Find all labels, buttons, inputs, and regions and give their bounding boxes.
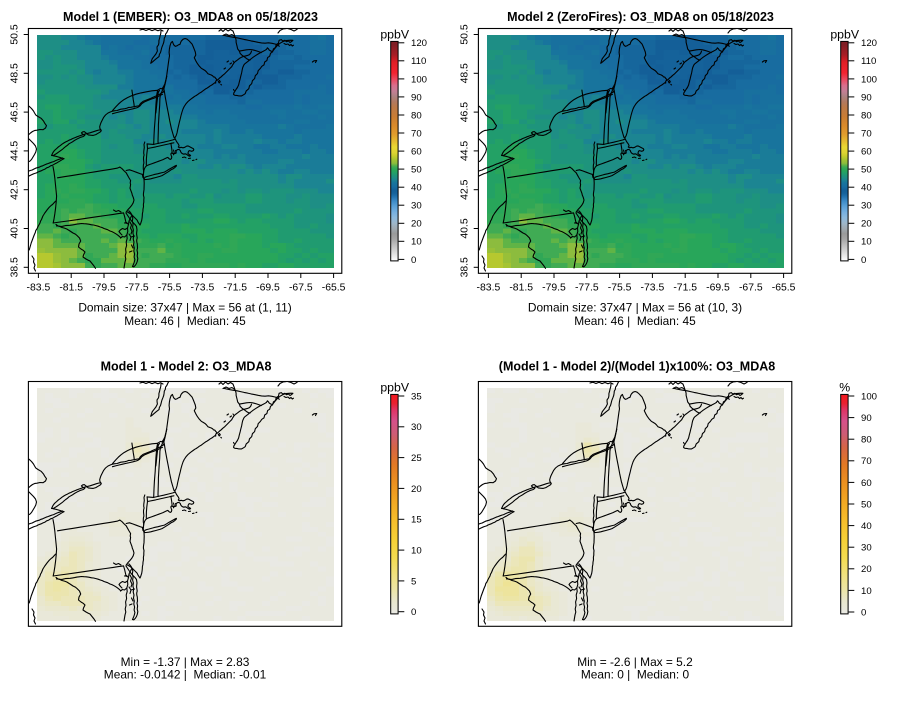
svg-text:60: 60 [861,147,872,158]
svg-text:-65.5: -65.5 [772,283,796,294]
svg-text:100: 100 [861,74,877,85]
svg-text:40: 40 [411,183,422,194]
svg-text:70: 70 [861,456,872,467]
svg-text:30: 30 [411,422,422,433]
svg-text:48.5: 48.5 [460,63,471,83]
svg-text:40.5: 40.5 [460,218,471,238]
svg-text:46.5: 46.5 [460,102,471,122]
svg-text:-81.5: -81.5 [509,283,533,294]
svg-text:70: 70 [861,128,872,139]
svg-text:42.5: 42.5 [460,179,471,199]
svg-text:-73.5: -73.5 [641,283,665,294]
svg-text:120: 120 [861,38,877,49]
svg-text:-69.5: -69.5 [706,283,730,294]
svg-text:30: 30 [411,201,422,212]
svg-text:110: 110 [861,56,876,67]
svg-text:40.5: 40.5 [10,218,21,238]
svg-text:10: 10 [411,546,422,557]
svg-text:46.5: 46.5 [10,102,21,122]
svg-text:20: 20 [861,564,872,575]
svg-text:Mean: 46 | Median: 45: Mean: 46 | Median: 45 [574,314,696,328]
svg-text:40: 40 [861,521,872,532]
svg-text:50.5: 50.5 [10,24,21,44]
svg-text:Min = -2.6 | Max = 5.2: Min = -2.6 | Max = 5.2 [577,655,693,669]
svg-text:80: 80 [861,110,872,121]
svg-text:48.5: 48.5 [10,63,21,83]
svg-text:-73.5: -73.5 [191,283,215,294]
svg-text:Model 2 (ZeroFires): O3_MDA8 o: Model 2 (ZeroFires): O3_MDA8 on 05/18/20… [507,10,774,24]
svg-text:-79.5: -79.5 [542,283,566,294]
svg-text:-75.5: -75.5 [158,283,182,294]
svg-text:-83.5: -83.5 [27,283,51,294]
svg-text:10: 10 [861,237,872,248]
svg-text:(Model 1 - Model 2)/(Model 1)x: (Model 1 - Model 2)/(Model 1)x100%: O3_M… [499,359,775,373]
svg-text:44.5: 44.5 [460,141,471,161]
svg-text:40: 40 [861,183,872,194]
svg-text:50: 50 [411,165,422,176]
svg-text:Model 1 (EMBER): O3_MDA8 on 05: Model 1 (EMBER): O3_MDA8 on 05/18/2023 [63,10,318,24]
svg-text:120: 120 [411,38,427,49]
svg-text:Domain size: 37x47 | Max = 56: Domain size: 37x47 | Max = 56 at (1, 11) [78,301,291,315]
svg-text:80: 80 [411,110,422,121]
svg-text:0: 0 [411,255,416,266]
svg-text:Domain size: 37x47 | Max = 56: Domain size: 37x47 | Max = 56 at (10, 3) [528,301,742,315]
svg-text:30: 30 [861,201,872,212]
svg-text:50: 50 [861,499,872,510]
svg-text:%: % [839,380,850,394]
svg-text:ppbV: ppbV [380,27,410,41]
svg-text:15: 15 [411,515,422,526]
svg-text:-71.5: -71.5 [673,283,697,294]
svg-text:110: 110 [411,56,426,67]
svg-text:0: 0 [861,255,866,266]
svg-text:-67.5: -67.5 [289,283,313,294]
svg-text:-81.5: -81.5 [59,283,83,294]
svg-text:10: 10 [861,586,872,597]
svg-text:Mean: 0 | Median: 0: Mean: 0 | Median: 0 [581,667,690,681]
svg-text:10: 10 [411,237,422,248]
svg-text:20: 20 [411,219,422,230]
svg-text:44.5: 44.5 [10,141,21,161]
svg-text:Mean: 46 | Median: 45: Mean: 46 | Median: 45 [124,314,246,328]
svg-text:ppbV: ppbV [830,27,860,41]
svg-text:-79.5: -79.5 [92,283,116,294]
svg-text:-71.5: -71.5 [223,283,247,294]
svg-text:100: 100 [411,74,427,85]
svg-text:0: 0 [411,607,416,618]
svg-text:ppbV: ppbV [380,380,410,394]
svg-text:38.5: 38.5 [10,257,21,277]
svg-text:Min = -1.37 | Max = 2.83: Min = -1.37 | Max = 2.83 [121,655,250,669]
svg-text:20: 20 [411,484,422,495]
svg-text:-83.5: -83.5 [477,283,501,294]
svg-text:20: 20 [861,219,872,230]
svg-text:60: 60 [861,478,872,489]
svg-text:70: 70 [411,128,422,139]
svg-text:-65.5: -65.5 [322,283,346,294]
svg-text:38.5: 38.5 [460,257,471,277]
svg-text:35: 35 [411,391,422,402]
svg-text:60: 60 [411,147,422,158]
svg-text:25: 25 [411,453,422,464]
svg-text:0: 0 [861,607,866,618]
svg-text:50.5: 50.5 [460,24,471,44]
svg-text:5: 5 [411,576,416,587]
svg-text:100: 100 [861,391,877,402]
svg-text:90: 90 [861,92,872,103]
svg-text:Model 1 - Model 2: O3_MDA8: Model 1 - Model 2: O3_MDA8 [101,359,272,373]
svg-text:-77.5: -77.5 [125,283,149,294]
svg-text:-77.5: -77.5 [575,283,599,294]
svg-text:42.5: 42.5 [10,179,21,199]
svg-text:90: 90 [861,413,872,424]
svg-text:30: 30 [861,543,872,554]
svg-text:Mean: -0.0142 | Median: -0.01: Mean: -0.0142 | Median: -0.01 [104,667,267,681]
svg-text:-67.5: -67.5 [739,283,763,294]
svg-text:-75.5: -75.5 [608,283,632,294]
svg-text:80: 80 [861,435,872,446]
svg-text:50: 50 [861,165,872,176]
svg-text:-69.5: -69.5 [256,283,280,294]
svg-text:90: 90 [411,92,422,103]
